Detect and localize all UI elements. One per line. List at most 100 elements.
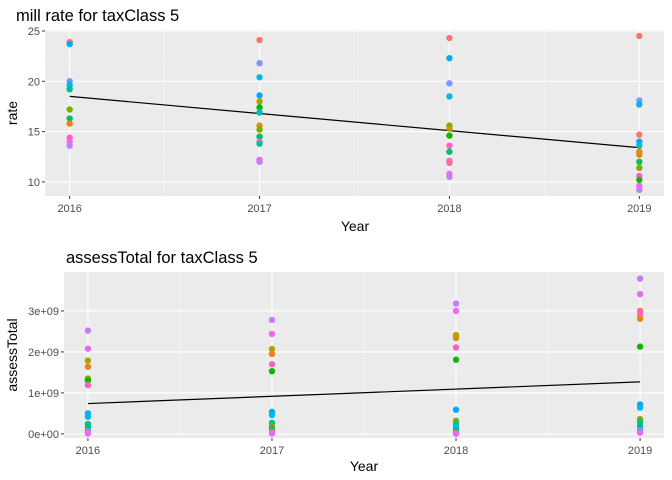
assess-total-chart: assessTotal for taxClass 5 0e+00 1e+09 2e+… xyxy=(4,249,664,474)
assess-total-data-point xyxy=(84,357,92,364)
rate-data-point xyxy=(446,173,453,181)
assess-total-data-point xyxy=(636,311,644,318)
assess-total-data-point xyxy=(268,430,276,437)
rate-trend-line-group xyxy=(69,95,640,149)
assess-total-data-point xyxy=(268,330,276,338)
rate-points xyxy=(66,32,643,194)
assess-total-trend-line-group xyxy=(87,381,641,405)
assess-total-x-tick-label: 2018 xyxy=(444,445,468,457)
rate-data-point xyxy=(446,54,453,62)
rate-data-point xyxy=(66,115,73,122)
rate-x-axis-title: Year xyxy=(341,218,370,234)
rate-data-point xyxy=(66,86,73,93)
assess-total-data-point xyxy=(452,406,460,413)
assess-total-data-point xyxy=(268,316,276,324)
assess-total-y-tick-label: 3e+09 xyxy=(28,306,59,318)
assess-total-data-point xyxy=(84,377,92,384)
rate-y-axis: 10 15 20 25 xyxy=(28,26,45,189)
rate-data-point xyxy=(636,158,643,165)
rate-x-tick-label: 2017 xyxy=(247,203,271,215)
rate-data-point xyxy=(256,158,263,165)
assess-total-data-point xyxy=(636,275,644,282)
rate-data-point xyxy=(446,132,453,139)
assess-total-y-tick-label: 0e+00 xyxy=(28,429,59,441)
assess-total-chart-title: assessTotal for taxClass 5 xyxy=(66,249,258,267)
rate-data-point xyxy=(256,104,263,111)
rate-y-tick-label: 10 xyxy=(28,177,40,189)
assess-total-data-point xyxy=(452,356,460,363)
assess-total-y-tick-label: 1e+09 xyxy=(28,388,59,400)
rate-data-point xyxy=(636,164,643,172)
rate-data-point xyxy=(256,92,263,99)
rate-data-point xyxy=(446,34,453,42)
assess-total-data-point xyxy=(452,307,460,315)
rate-data-point xyxy=(256,98,263,105)
assess-total-x-tick-label: 2016 xyxy=(76,445,100,457)
assess-total-x-axis: 2016 2017 2018 2019 xyxy=(76,438,652,457)
assess-total-data-point xyxy=(636,290,644,298)
assess-total-y-axis-title: assessTotal xyxy=(4,318,20,391)
rate-data-point xyxy=(636,101,643,108)
assess-total-x-tick-label: 2017 xyxy=(260,445,284,457)
assess-total-data-point xyxy=(636,429,644,436)
rate-data-point xyxy=(66,120,73,127)
rate-x-tick-label: 2019 xyxy=(627,203,651,215)
rate-data-point xyxy=(636,151,643,158)
rate-data-point xyxy=(636,142,643,149)
rate-data-point xyxy=(66,106,73,113)
assess-total-data-point xyxy=(452,344,460,351)
rate-data-point xyxy=(256,133,263,140)
assess-total-data-point xyxy=(84,413,92,420)
rate-y-axis-title: rate xyxy=(4,101,20,125)
rate-data-point xyxy=(446,80,453,87)
rate-data-point xyxy=(446,93,453,100)
assess-total-data-point xyxy=(636,343,644,350)
assess-total-data-point xyxy=(84,363,92,370)
rate-data-point xyxy=(636,176,643,184)
assess-total-data-point xyxy=(84,345,92,352)
assess-total-data-point xyxy=(268,367,276,375)
rate-data-point xyxy=(636,131,643,138)
rate-data-point xyxy=(636,32,643,40)
assess-total-y-tick-label: 2e+09 xyxy=(28,347,59,359)
rate-y-tick-label: 20 xyxy=(28,76,40,88)
assess-total-data-point xyxy=(268,411,276,419)
rate-chart-title: mill rate for taxClass 5 xyxy=(16,7,179,25)
assess-total-data-point xyxy=(268,345,276,353)
rate-data-point xyxy=(446,142,453,149)
assess-total-points xyxy=(84,275,644,437)
rate-data-point xyxy=(446,148,453,155)
rate-data-point xyxy=(66,142,73,149)
rate-data-point xyxy=(256,140,263,147)
rate-x-tick-label: 2018 xyxy=(437,203,461,215)
rate-x-axis: 2016 2017 2018 2019 xyxy=(57,196,652,215)
rate-data-point xyxy=(256,109,263,116)
rate-data-point xyxy=(256,36,263,44)
rate-data-point xyxy=(256,126,263,133)
assess-total-data-point xyxy=(452,300,460,307)
assess-total-data-point xyxy=(452,430,460,437)
assess-total-data-point xyxy=(84,430,92,437)
assess-total-y-axis: 0e+00 1e+09 2e+09 3e+09 xyxy=(28,306,64,441)
assess-total-data-point xyxy=(268,350,276,358)
assess-total-data-point xyxy=(84,327,92,334)
rate-data-point xyxy=(446,159,453,166)
assess-total-data-point xyxy=(636,315,644,322)
assess-total-data-point xyxy=(452,334,460,342)
assess-total-trend-line xyxy=(87,381,641,405)
assess-total-x-tick-label: 2019 xyxy=(628,445,652,457)
rate-trend-line xyxy=(69,95,640,149)
rate-data-point xyxy=(446,125,453,132)
assess-total-x-axis-title: Year xyxy=(350,458,379,474)
rate-y-tick-label: 15 xyxy=(28,127,40,139)
rate-y-tick-label: 25 xyxy=(28,26,40,38)
rate-data-point xyxy=(256,74,263,81)
rate-x-tick-label: 2016 xyxy=(57,203,81,215)
rate-data-point xyxy=(256,60,263,67)
assess-total-data-point xyxy=(268,361,276,368)
assess-total-data-point xyxy=(636,404,644,411)
rate-data-point xyxy=(66,40,73,48)
rate-data-point xyxy=(636,186,643,194)
